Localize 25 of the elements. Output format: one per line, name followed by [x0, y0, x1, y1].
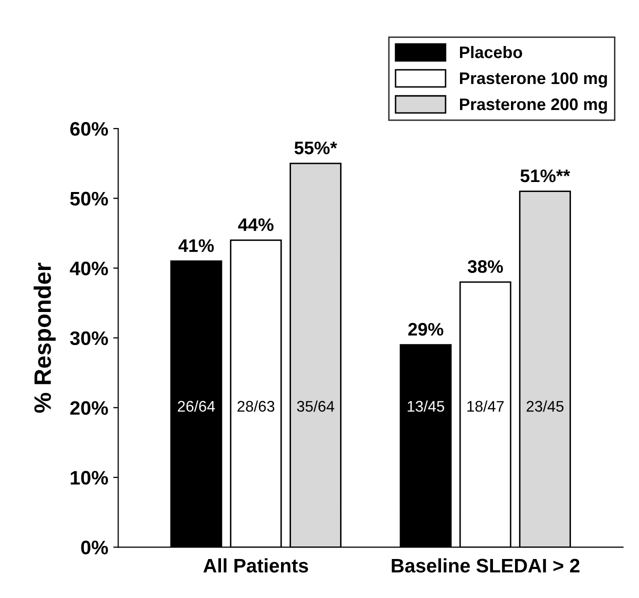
annotation: 23/45 [526, 400, 564, 412]
legend-label: Placebo [460, 46, 522, 58]
data-label: 51%** [520, 169, 570, 182]
y-tick-label: 0% [81, 540, 108, 554]
annotation: 13/45 [408, 400, 444, 412]
legend-label: Prasterone 200 mg [460, 98, 607, 114]
y-tick-label: 10% [70, 470, 108, 485]
data-label: 38% [468, 260, 503, 273]
data-label: 29% [408, 322, 444, 336]
data-label: 55%* [294, 142, 338, 154]
data-label: 44% [238, 218, 274, 232]
legend-label: Prasterone 100 mg [460, 72, 607, 88]
y-tick-label: 50% [70, 192, 108, 206]
y-tick-label: 40% [70, 262, 108, 276]
data-label: 41% [178, 239, 214, 252]
annotation: 35/64 [297, 400, 334, 412]
annotation: 28/63 [238, 400, 274, 412]
y-tick-label: 30% [70, 331, 108, 346]
y-tick-label: 60% [70, 122, 108, 136]
annotation: 18/47 [467, 400, 504, 412]
x-tick-label: Baseline SLEDAI > 2 [392, 558, 580, 573]
x-tick-label: All Patients [203, 558, 308, 573]
annotation: 26/64 [178, 400, 215, 412]
y-tick-label: 20% [70, 401, 108, 415]
y-axis-title: % Responder [34, 262, 56, 413]
